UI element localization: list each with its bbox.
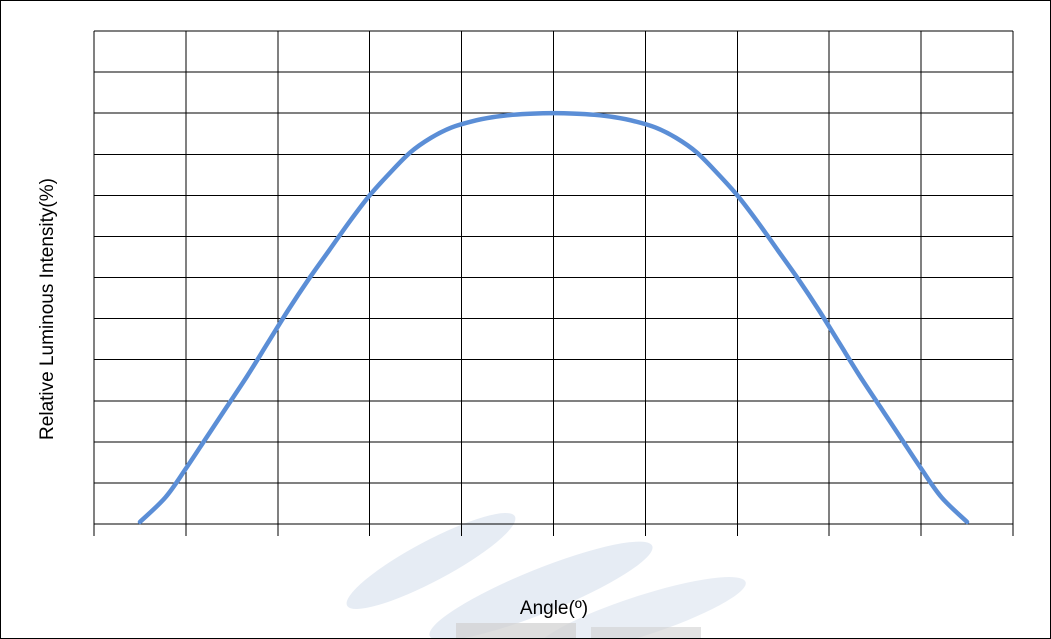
y-axis-label: Relative Luminous Intensity(%) [37,178,58,440]
watermark-chip-1 [456,623,576,638]
watermark-chip-2 [591,627,701,638]
x-axis-label: Angle(º) [520,598,588,619]
watermark-swoosh-3 [536,577,746,638]
series-group [137,110,970,525]
gridlines [93,30,1014,536]
watermark-swoosh-1 [346,513,516,609]
watermark-logo [346,513,746,638]
watermark-swoosh-2 [429,541,653,638]
series-line-0 [137,110,970,525]
